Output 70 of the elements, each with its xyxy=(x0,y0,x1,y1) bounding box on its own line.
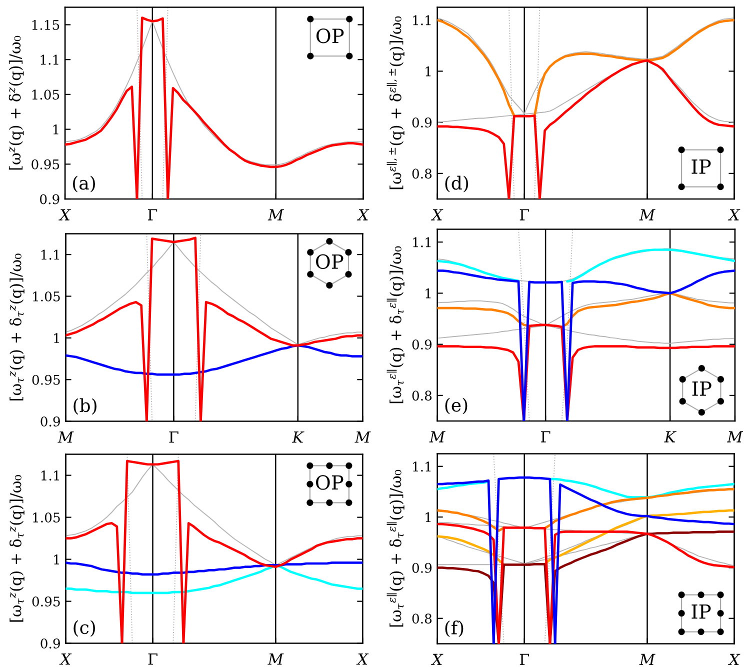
x-tick-label: X xyxy=(728,654,740,666)
x-tick-label: X xyxy=(356,209,370,220)
x-tick-label: K xyxy=(292,431,304,443)
y-tick-label: 0.9 xyxy=(40,194,60,204)
y-tick-label: 1 xyxy=(426,512,431,522)
x-tick-label: X xyxy=(356,653,369,665)
x-tick-label: Γ xyxy=(169,431,178,443)
x-tick-label: K xyxy=(664,431,676,442)
annotation: (d) xyxy=(445,176,468,192)
y-axis-title: [ω$^{z}$(q) + δ$^{z}$(q)]/ω₀ xyxy=(8,36,24,170)
y-axis-title: [ω$_{τ}$$^{ε∥}$(q) + δ$_{τ}$$^{ε∥}$(q)]/ω₀ xyxy=(386,470,404,627)
y-tick-label: 0.8 xyxy=(412,168,432,179)
x-tick-label: Γ xyxy=(520,209,530,220)
annotation: OP xyxy=(316,28,344,44)
x-tick-label: M xyxy=(639,209,656,220)
x-tick-label: M xyxy=(639,654,656,666)
y-tick-label: 1 xyxy=(426,66,431,76)
y-tick-label: 1 xyxy=(54,333,59,343)
annotation: IP xyxy=(692,160,711,174)
annotation: (c) xyxy=(74,620,96,637)
x-tick-label: M xyxy=(726,431,744,442)
y-tick-label: 0.95 xyxy=(32,596,60,606)
x-tick-label: X xyxy=(58,209,71,220)
x-tick-label: M xyxy=(268,653,284,665)
y-axis-title: [ω$^{ε∥,±}$(q) + δ$^{ε∥,±}$(q)]/ω₀ xyxy=(386,16,404,190)
y-tick-label: 1 xyxy=(53,124,58,134)
y-tick-label: 1.1 xyxy=(413,15,431,26)
annotation: IP xyxy=(692,382,712,396)
y-tick-label: 0.9 xyxy=(412,118,432,128)
y-tick-label: 1.05 xyxy=(33,291,60,302)
y-tick-label: 0.9 xyxy=(40,416,60,426)
annotation: (f) xyxy=(445,620,464,638)
annotation: IP xyxy=(692,604,711,619)
y-tick-label: 1.1 xyxy=(413,237,431,248)
y-tick-label: 0.9 xyxy=(412,340,432,350)
annotation: OP xyxy=(316,475,344,490)
y-tick-label: 1 xyxy=(426,288,431,298)
y-tick-label: 0.95 xyxy=(32,374,60,385)
y-axis-title: [ω$_{τ}$$^{z}$(q) + δ$_{τ}$$^{z}$(q)]/ω₀ xyxy=(10,254,24,400)
x-tick-label: X xyxy=(430,654,444,666)
x-tick-label: M xyxy=(429,431,446,442)
x-tick-label: Γ xyxy=(520,654,530,666)
x-tick-label: X xyxy=(59,653,72,665)
x-tick-label: X xyxy=(728,209,740,220)
x-tick-label: Γ xyxy=(148,209,158,220)
y-tick-label: 0.9 xyxy=(40,638,60,648)
x-tick-label: X xyxy=(430,209,444,220)
y-tick-label: 0.9 xyxy=(412,562,432,573)
y-tick-label: 1.15 xyxy=(32,20,60,30)
annotation: OP xyxy=(316,254,344,269)
y-axis-title: [ω$_{τ}$$^{ε∥}$(q) + δ$_{τ}$$^{ε∥}$(q)]/ω₀ xyxy=(386,246,404,404)
y-tick-label: 1 xyxy=(54,554,59,564)
x-tick-label: Γ xyxy=(148,653,158,665)
y-tick-label: 0.8 xyxy=(412,390,432,401)
annotation: (b) xyxy=(74,398,96,415)
x-tick-label: Γ xyxy=(541,431,550,442)
y-tick-label: 1.05 xyxy=(33,512,60,522)
y-tick-label: 1.1 xyxy=(413,462,431,472)
y-tick-label: 1.05 xyxy=(32,90,60,100)
y-tick-label: 1.1 xyxy=(41,250,59,260)
y-tick-label: 0.8 xyxy=(412,614,432,624)
x-tick-label: M xyxy=(354,431,371,443)
y-axis-title: [ω$_{τ}$$^{z}$(q) + δ$_{τ}$$^{z}$(q)]/ω₀ xyxy=(10,474,24,622)
annotation: (a) xyxy=(72,176,95,192)
annotation: (e) xyxy=(445,398,468,414)
x-tick-label: M xyxy=(58,431,74,443)
y-tick-label: 0.95 xyxy=(32,159,60,170)
y-tick-label: 1.1 xyxy=(40,54,58,65)
x-tick-label: M xyxy=(268,209,284,220)
y-tick-label: 1.1 xyxy=(41,470,59,480)
